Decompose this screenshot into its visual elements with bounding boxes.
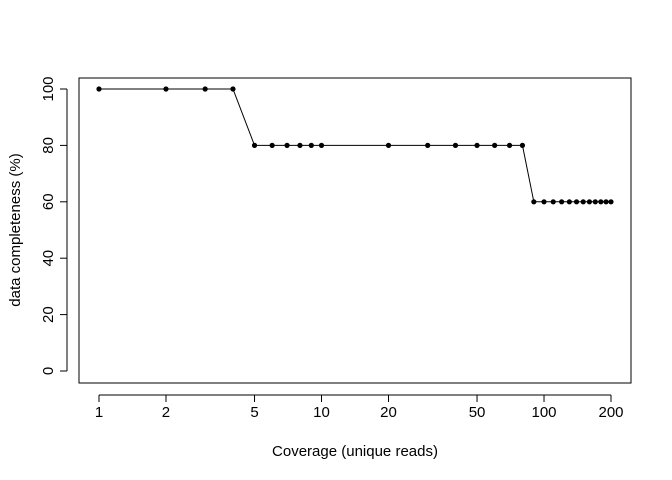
y-tick-label: 80 bbox=[40, 137, 57, 154]
data-point bbox=[519, 142, 526, 148]
y-tick-label: 100 bbox=[40, 76, 57, 101]
data-point bbox=[492, 142, 498, 148]
data-point bbox=[251, 142, 258, 148]
data-point bbox=[586, 199, 593, 205]
x-tick-label: 200 bbox=[598, 404, 623, 421]
x-tick-label: 100 bbox=[532, 404, 557, 421]
data-point bbox=[608, 199, 614, 205]
data-point bbox=[318, 142, 325, 148]
series-layer bbox=[96, 86, 614, 205]
data-point bbox=[506, 142, 513, 148]
plot-frame bbox=[78, 77, 632, 384]
data-point bbox=[297, 142, 303, 148]
x-tick-label: 1 bbox=[95, 404, 103, 421]
data-point bbox=[385, 142, 392, 148]
x-tick-label: 50 bbox=[469, 404, 486, 421]
y-axis: 0 20 40 60 80 100 bbox=[40, 76, 68, 375]
x-axis: 1 2 5 10 20 50 100 200 bbox=[95, 394, 624, 421]
data-point bbox=[452, 142, 459, 148]
series-line bbox=[99, 88, 611, 203]
y-axis-label: data completeness (%) bbox=[7, 153, 24, 306]
y-tick-label: 40 bbox=[40, 250, 57, 267]
y-tick-label: 60 bbox=[40, 193, 57, 210]
data-point bbox=[559, 199, 565, 205]
data-point bbox=[230, 86, 236, 92]
x-axis-label: Coverage (unique reads) bbox=[272, 443, 438, 460]
data-point bbox=[531, 199, 537, 205]
x-tick-label: 5 bbox=[250, 404, 258, 421]
data-point bbox=[598, 199, 604, 205]
data-point bbox=[550, 199, 556, 205]
data-point bbox=[603, 199, 609, 205]
y-tick-label: 0 bbox=[40, 367, 57, 375]
data-point bbox=[163, 86, 169, 92]
data-point bbox=[269, 142, 275, 148]
data-point bbox=[284, 142, 290, 148]
data-point bbox=[474, 142, 480, 148]
data-point bbox=[592, 199, 598, 205]
y-tick-label: 20 bbox=[40, 306, 57, 323]
data-point bbox=[573, 199, 580, 205]
x-tick-label: 20 bbox=[380, 404, 397, 421]
data-point bbox=[308, 142, 314, 148]
data-point bbox=[580, 199, 586, 205]
x-tick-label: 10 bbox=[313, 404, 330, 421]
data-point bbox=[541, 199, 547, 205]
data-point bbox=[425, 142, 431, 148]
data-point bbox=[566, 199, 572, 205]
data-point bbox=[96, 86, 102, 92]
x-tick-label: 2 bbox=[162, 404, 170, 421]
data-point bbox=[202, 86, 208, 92]
